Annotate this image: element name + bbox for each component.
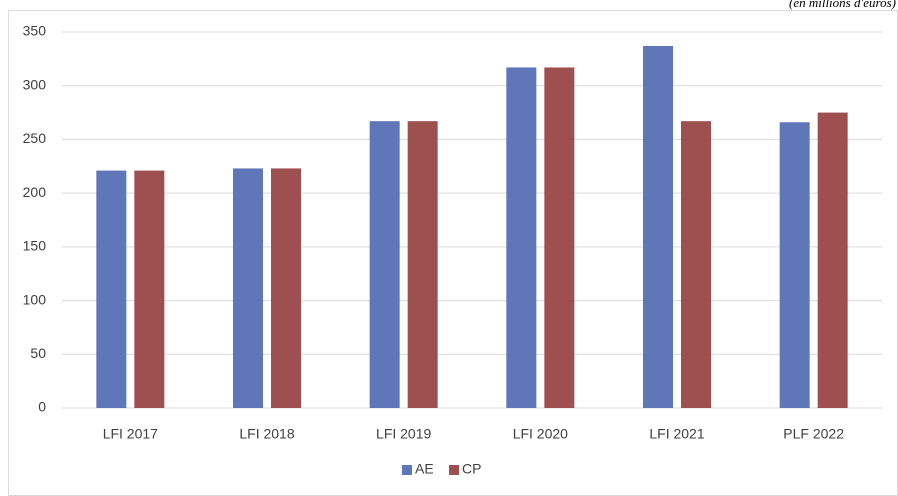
- y-tick-label: 350: [23, 23, 47, 39]
- bar: [407, 121, 438, 408]
- x-tick-label: LFI 2018: [239, 426, 294, 442]
- y-tick-label: 50: [30, 345, 46, 361]
- y-tick-label: 0: [38, 399, 46, 415]
- bar: [271, 168, 301, 408]
- x-tick-label: LFI 2021: [649, 426, 704, 442]
- y-tick-label: 200: [23, 184, 47, 200]
- bar: [134, 170, 165, 408]
- bar: [779, 122, 810, 409]
- bar: [506, 67, 537, 409]
- chart-subtitle: (en millions d'euros): [789, 0, 896, 10]
- bar: [817, 112, 848, 409]
- y-tick-label: 250: [23, 130, 47, 146]
- bar: [544, 67, 575, 409]
- legend-swatch: [449, 465, 459, 475]
- x-tick-label: LFI 2019: [376, 426, 431, 442]
- bar: [233, 168, 263, 408]
- legend-label: AE: [415, 461, 434, 477]
- x-tick-label: LFI 2017: [103, 426, 158, 442]
- bar: [643, 45, 673, 409]
- bar: [681, 121, 711, 408]
- x-tick-label: LFI 2020: [513, 426, 568, 442]
- x-tick-label: PLF 2022: [783, 426, 844, 442]
- bar: [96, 170, 127, 408]
- legend-label: CP: [462, 461, 481, 477]
- y-tick-label: 150: [23, 238, 47, 254]
- y-tick-label: 300: [23, 76, 47, 92]
- y-tick-label: 100: [23, 291, 47, 307]
- legend-swatch: [402, 465, 412, 475]
- bar: [369, 121, 400, 408]
